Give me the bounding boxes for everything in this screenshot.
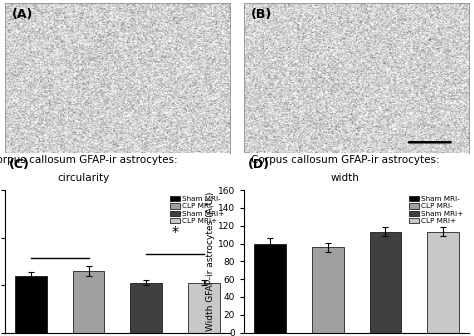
Bar	[254, 244, 286, 333]
Legend: Sham MRI-, CLP MRI-, Sham MRI+, CLP MRI+: Sham MRI-, CLP MRI-, Sham MRI+, CLP MRI+	[407, 194, 465, 226]
Bar	[370, 232, 401, 333]
Text: width: width	[331, 173, 360, 183]
Bar	[188, 283, 220, 336]
Bar	[312, 247, 344, 333]
Text: (C): (C)	[9, 158, 30, 171]
Text: *: *	[172, 225, 179, 239]
Text: (D): (D)	[248, 158, 270, 171]
Text: (A): (A)	[11, 8, 33, 21]
Bar	[15, 276, 47, 336]
Text: Corpus callosum GFAP-ir astrocytes:: Corpus callosum GFAP-ir astrocytes:	[0, 155, 178, 165]
Y-axis label: Width GFAP-ir astrocytes (A.U.): Width GFAP-ir astrocytes (A.U.)	[206, 192, 215, 331]
Text: Corpus callosum GFAP-ir astrocytes:: Corpus callosum GFAP-ir astrocytes:	[251, 155, 439, 165]
Text: (B): (B)	[251, 8, 272, 21]
Text: circularity: circularity	[57, 173, 110, 183]
Bar	[130, 283, 162, 336]
Bar	[427, 232, 459, 333]
Bar	[73, 271, 104, 336]
Legend: Sham MRI-, CLP MRI-, Sham MRI+, CLP MRI+: Sham MRI-, CLP MRI-, Sham MRI+, CLP MRI+	[168, 194, 227, 226]
